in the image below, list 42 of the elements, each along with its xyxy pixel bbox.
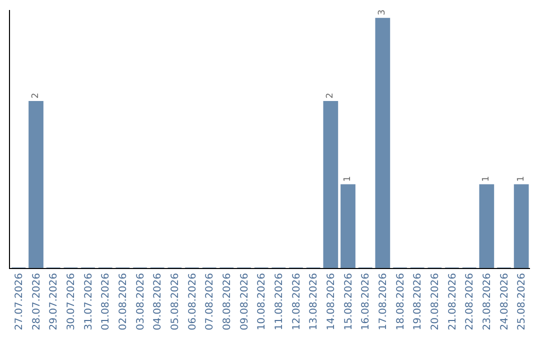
- data-label: 1: [516, 176, 526, 182]
- x-tick-label: 02.08.2026: [118, 273, 129, 330]
- x-tick-label: 03.08.2026: [135, 273, 146, 330]
- x-tick-label: 29.07.2026: [48, 273, 60, 330]
- x-tick-label: 17.08.2026: [378, 273, 389, 330]
- x-tick-label: 31.07.2026: [83, 273, 94, 330]
- bar: [479, 184, 494, 268]
- x-tick-label: 14.08.2026: [326, 273, 337, 330]
- x-tick-label: 15.08.2026: [343, 273, 354, 330]
- x-tick-label: 21.08.2026: [447, 273, 458, 330]
- x-tick-label: 10.08.2026: [256, 273, 268, 330]
- data-label: 3: [378, 10, 388, 16]
- x-tick-label: 01.08.2026: [100, 273, 112, 330]
- bar: [375, 18, 390, 268]
- bar: [514, 184, 529, 268]
- data-label: 1: [343, 176, 353, 182]
- x-tick-label: 30.07.2026: [66, 273, 77, 330]
- bar: [340, 184, 356, 268]
- x-tick-label: 05.08.2026: [170, 273, 181, 330]
- x-tick-label: 06.08.2026: [187, 273, 198, 330]
- x-tick-label: 11.08.2026: [274, 273, 285, 330]
- x-tick-label: 09.08.2026: [239, 273, 250, 330]
- x-tick-label: 24.08.2026: [499, 273, 510, 330]
- x-tick-label: 07.08.2026: [204, 273, 216, 330]
- x-tick-label: 04.08.2026: [152, 273, 164, 330]
- x-tick-label: 08.08.2026: [222, 273, 233, 330]
- x-tick-label: 22.08.2026: [464, 273, 476, 330]
- x-tick-label: 12.08.2026: [291, 273, 302, 330]
- data-label: 2: [326, 92, 336, 99]
- x-tick-label: 13.08.2026: [308, 273, 320, 330]
- data-label: 1: [482, 176, 492, 182]
- bar: [323, 101, 338, 268]
- x-tick-label: 16.08.2026: [360, 273, 372, 330]
- data-label: 2: [31, 92, 41, 99]
- x-tick-label: 18.08.2026: [395, 273, 406, 330]
- x-tick-label: 25.08.2026: [516, 273, 528, 330]
- bar: [28, 101, 44, 268]
- x-tick-label: 23.08.2026: [482, 273, 493, 330]
- x-tick-label: 19.08.2026: [412, 273, 424, 330]
- x-tick-label: 28.07.2026: [31, 273, 42, 330]
- x-tick-label: 20.08.2026: [430, 273, 441, 330]
- x-tick-label: 27.07.2026: [14, 273, 25, 330]
